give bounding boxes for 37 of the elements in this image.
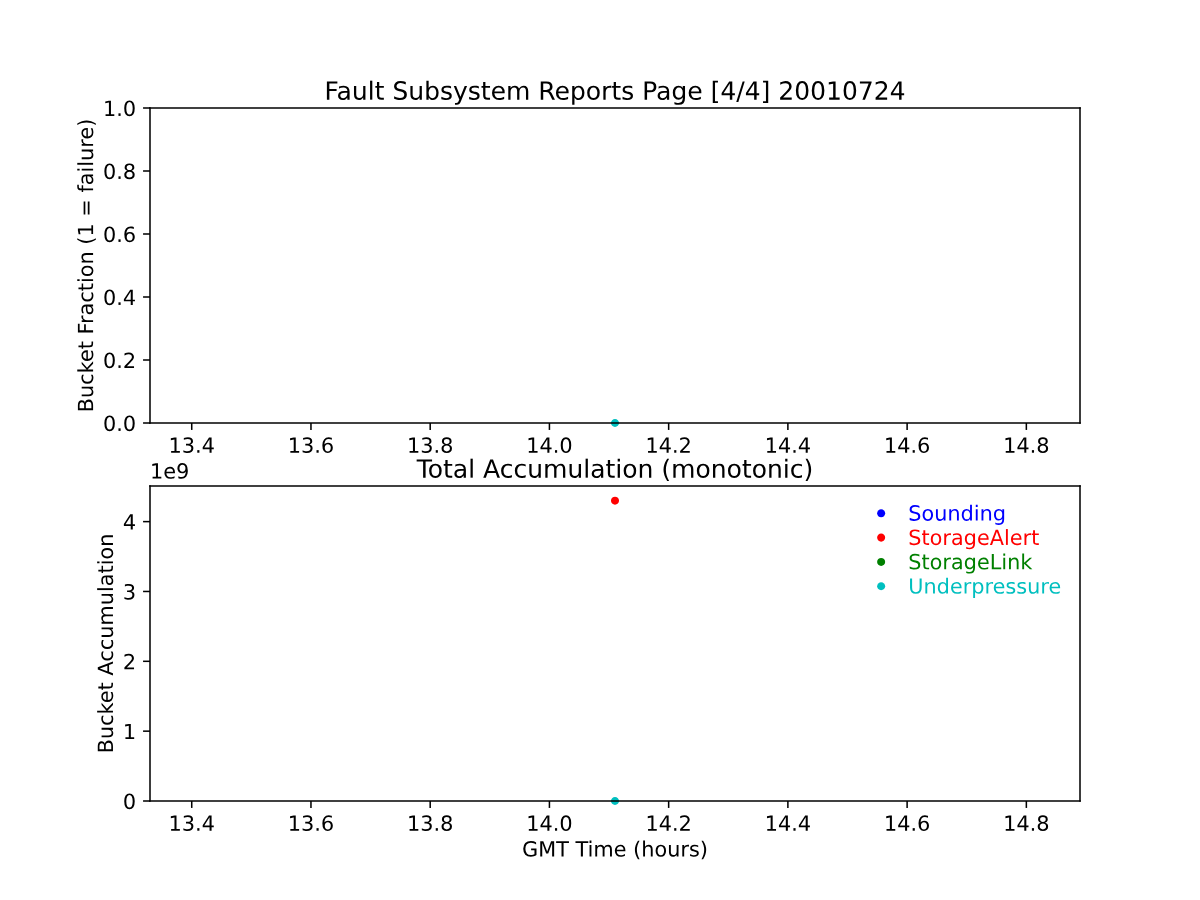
x-tick-label: 14.2: [647, 437, 690, 453]
x-tick-label: 14.0: [528, 815, 572, 832]
y-tick-label: 0.8: [104, 163, 135, 180]
y-tick-label: 2: [124, 653, 135, 670]
x-tick-label: 13.8: [409, 815, 452, 832]
x-axis-title: GMT Time (hours): [523, 840, 707, 860]
x-tick-label: 13.4: [170, 815, 214, 832]
y-tick-label: 1.0: [105, 100, 135, 117]
y-axis-title: Bucket Accumulation: [97, 535, 114, 752]
y-tick-label: 0.6: [104, 226, 135, 243]
x-tick-label: 13.6: [290, 815, 333, 832]
legend-label: StorageAlert: [909, 529, 1039, 550]
legend-label: StorageLink: [909, 553, 1033, 574]
text: 1e9: [152, 463, 188, 479]
x-tick-label: 14.4: [766, 437, 810, 453]
y-tick-label: 0.2: [104, 352, 135, 369]
x-tick-label: 13.6: [290, 437, 333, 454]
x-tick-label: 14.0: [528, 437, 572, 454]
x-tick-label: 14.6: [886, 437, 929, 454]
y-axis-title: Bucket Fraction (1 = failure): [77, 120, 96, 411]
y-tick-label: 0.4: [104, 289, 135, 306]
x-tick-label: 13.8: [409, 437, 452, 454]
x-tick-label: 14.6: [886, 815, 929, 832]
legend-label: Underpressure: [910, 577, 1061, 598]
y-tick-label: 3: [124, 583, 135, 600]
chart-title: Fault Subsystem Reports Page [4/4] 20010724: [326, 80, 905, 105]
x-tick-label: 14.8: [1005, 437, 1049, 454]
x-tick-label: 14.8: [1005, 815, 1049, 832]
y-tick-label: 4: [123, 514, 135, 530]
x-tick-label: 14.4: [766, 815, 810, 831]
legend-label: Sounding: [909, 504, 1005, 525]
x-tick-label: 14.2: [647, 815, 690, 831]
y-tick-label: 0.0: [104, 415, 135, 432]
y-tick-label: 1: [125, 723, 135, 740]
x-tick-label: 13.4: [170, 437, 214, 454]
y-tick-label: 0: [124, 793, 135, 810]
chart-title: Total Accumulation (monotonic): [416, 458, 812, 481]
